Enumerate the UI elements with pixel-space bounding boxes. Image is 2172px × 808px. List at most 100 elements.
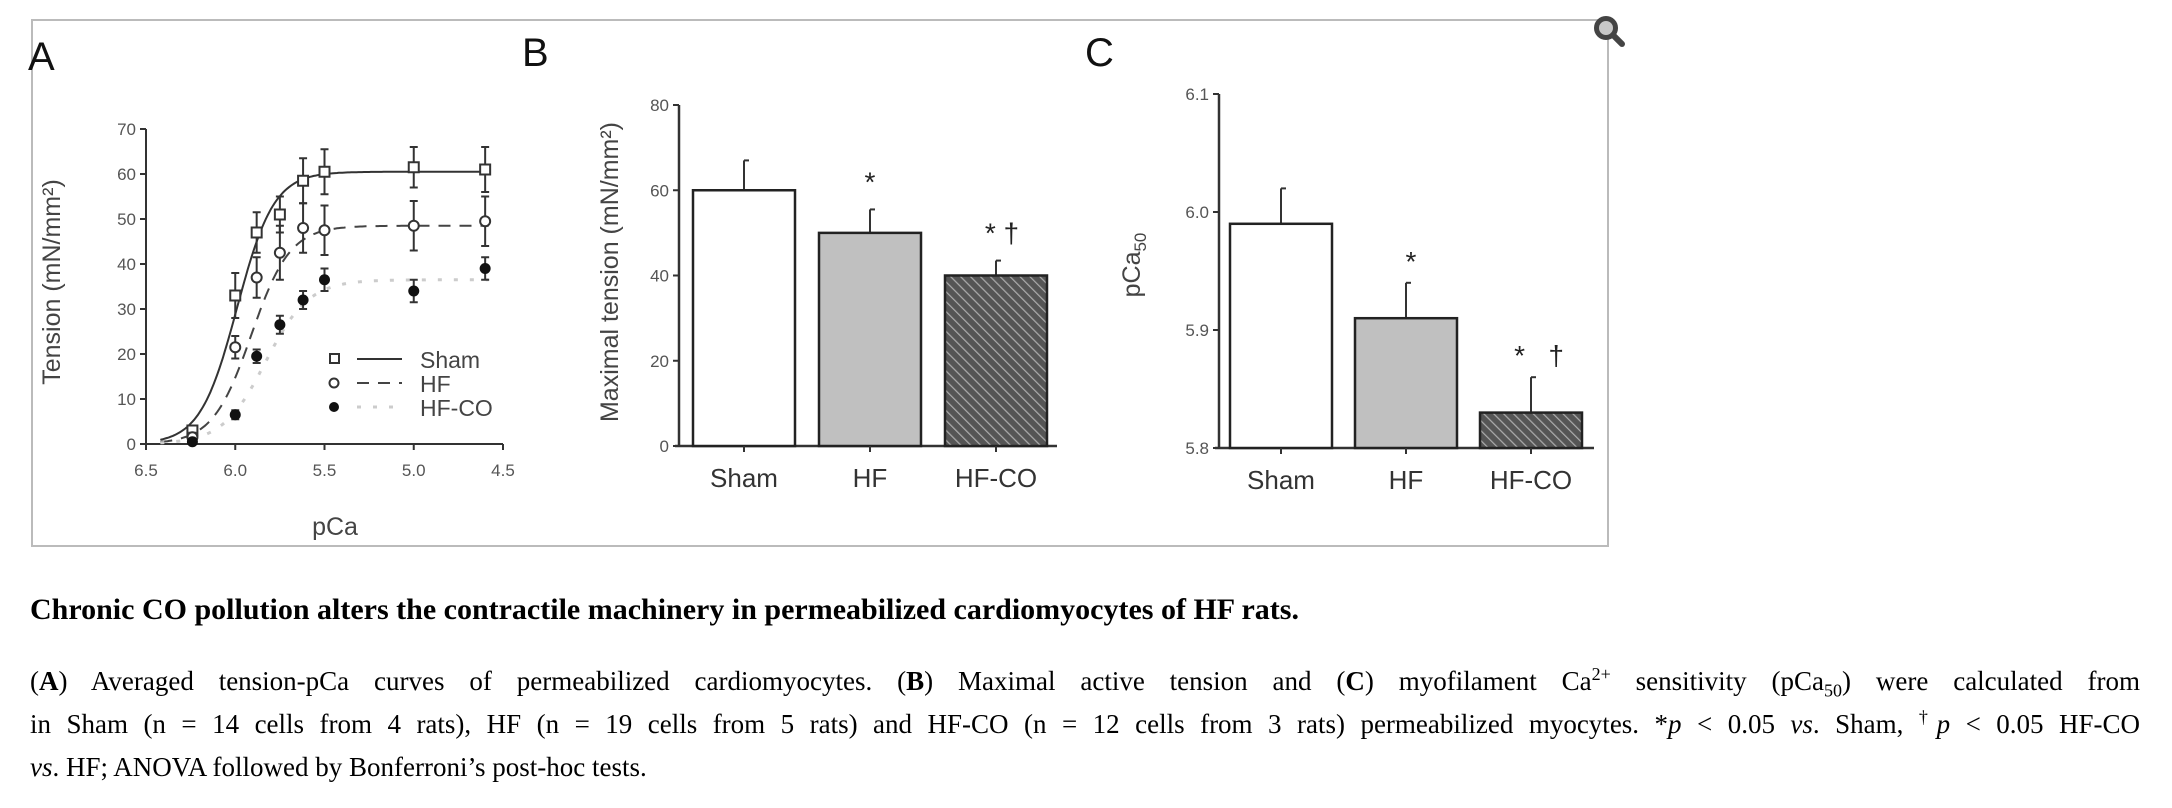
x-tick-label: 6.0 bbox=[223, 461, 247, 480]
y-axis-title-subscript: 50 bbox=[1131, 233, 1150, 252]
panel-label-c: C bbox=[1085, 31, 1114, 75]
legend-label: Sham bbox=[420, 347, 480, 373]
x-axis-title: pCa bbox=[312, 513, 358, 541]
data-point-hf bbox=[297, 222, 310, 234]
caption-title: Chronic CO pollution alters the contract… bbox=[30, 593, 1299, 626]
panel-c: C 5.8 5.9 6.0 6.1 Sham HF * HF-CO * † pCa50 bbox=[1085, 31, 1594, 495]
data-point-sham bbox=[229, 289, 242, 302]
significance-marker: * bbox=[865, 166, 876, 197]
y-tick-label: 30 bbox=[117, 300, 136, 319]
caption-text: ) were calculated from bbox=[1842, 666, 2140, 696]
caption-text: in Sham (n = 14 cells from 4 rats), HF (… bbox=[30, 709, 1669, 739]
caption-text: p bbox=[1936, 709, 1951, 739]
y-tick-label: 80 bbox=[650, 96, 669, 115]
data-point-sham bbox=[273, 208, 286, 221]
caption-text: ( bbox=[30, 666, 39, 696]
legend-label: HF-CO bbox=[420, 395, 493, 421]
data-point-hf bbox=[318, 224, 331, 237]
data-point-hf-co bbox=[186, 436, 198, 448]
y-axis-title: Tension (mN/mm²) bbox=[38, 179, 66, 385]
data-point-sham bbox=[250, 226, 263, 239]
panel-label-b: B bbox=[522, 31, 549, 75]
y-tick-label: 40 bbox=[650, 267, 669, 286]
data-point-sham bbox=[297, 174, 310, 187]
significance-marker: * † bbox=[1514, 340, 1564, 371]
caption-text: † bbox=[1918, 707, 1937, 727]
caption-text: ) Averaged tension-pCa curves of permeab… bbox=[58, 666, 907, 696]
legend-marker-hf-co bbox=[329, 402, 339, 412]
caption-text: p bbox=[1668, 709, 1682, 739]
caption-line: (A) Averaged tension-pCa curves of perme… bbox=[30, 660, 2140, 703]
caption-text: < 0.05 bbox=[1681, 709, 1791, 739]
caption-text: . Sham, bbox=[1812, 709, 1919, 739]
data-point-hf-co bbox=[229, 409, 241, 421]
y-tick-label: 0 bbox=[660, 437, 669, 456]
category-label: HF-CO bbox=[1490, 465, 1572, 495]
data-point-sham bbox=[407, 161, 420, 174]
caption-text: C bbox=[1345, 666, 1365, 696]
y-tick-label: 6.0 bbox=[1185, 203, 1209, 222]
category-label: HF bbox=[853, 463, 888, 493]
x-tick-label: 5.5 bbox=[313, 461, 337, 480]
figure: A 0 10 20 30 40 50 60 70 6.5 6.0 5.5 5.0 4.5 Tension (… bbox=[28, 19, 1609, 547]
magnifier-icon[interactable] bbox=[1592, 14, 1626, 48]
caption-text: vs bbox=[1790, 709, 1813, 739]
data-point-hf bbox=[407, 219, 420, 232]
data-point-hf bbox=[229, 341, 242, 354]
data-point-hf bbox=[479, 215, 492, 228]
caption-text: < 0.05 HF-CO bbox=[1950, 709, 2141, 739]
caption-text: vs bbox=[30, 752, 53, 782]
data-point-hf bbox=[250, 271, 263, 284]
panel-label-a: A bbox=[28, 35, 55, 79]
category-label: Sham bbox=[1247, 465, 1315, 495]
significance-marker: * bbox=[1406, 246, 1417, 277]
figure-caption: Chronic CO pollution alters the contract… bbox=[30, 590, 2140, 789]
bar-sham bbox=[691, 189, 797, 448]
y-tick-label: 20 bbox=[117, 345, 136, 364]
data-point-sham bbox=[479, 163, 492, 176]
bar-hf-co bbox=[943, 274, 1049, 448]
x-tick-label: 5.0 bbox=[402, 461, 426, 480]
legend-label: HF bbox=[420, 371, 451, 397]
caption-text: ) Maximal active tension and ( bbox=[924, 666, 1346, 696]
caption-text: B bbox=[906, 666, 925, 696]
y-tick-label: 6.1 bbox=[1185, 85, 1209, 104]
data-point-hf-co bbox=[274, 319, 286, 331]
significance-marker: * † bbox=[985, 218, 1019, 249]
data-point-hf-co bbox=[251, 350, 263, 362]
y-axis-title: Maximal tension (mN/mm²) bbox=[596, 122, 624, 422]
legend-marker-sham bbox=[329, 353, 340, 364]
data-point-hf bbox=[273, 246, 286, 259]
caption-text: . HF; ANOVA followed by Bonferroni’s pos… bbox=[52, 752, 647, 782]
caption-text: 50 bbox=[1824, 680, 1843, 701]
y-axis-title-text: pCa bbox=[1118, 251, 1146, 297]
category-label: Sham bbox=[710, 463, 778, 493]
caption-text: ) myofilament Ca bbox=[1364, 666, 1592, 696]
caption-text: sensitivity (pCa bbox=[1610, 666, 1825, 696]
x-tick-label: 4.5 bbox=[491, 461, 515, 480]
panel-a: A 0 10 20 30 40 50 60 70 6.5 6.0 5.5 5.0 4.5 Tension (… bbox=[28, 35, 515, 541]
y-tick-label: 60 bbox=[117, 165, 136, 184]
y-tick-label: 20 bbox=[650, 352, 669, 371]
caption-line: vs. HF; ANOVA followed by Bonferroni’s p… bbox=[30, 746, 2140, 789]
bar-sham bbox=[1228, 222, 1334, 450]
data-point-sham bbox=[318, 165, 331, 178]
data-point-hf-co bbox=[479, 263, 491, 274]
data-point-hf-co bbox=[408, 285, 420, 297]
y-tick-label: 50 bbox=[117, 210, 136, 229]
data-point-hf-co bbox=[297, 294, 309, 306]
y-tick-label: 70 bbox=[117, 120, 136, 139]
bar-hf bbox=[817, 231, 923, 448]
caption-body: (A) Averaged tension-pCa curves of perme… bbox=[30, 660, 2140, 789]
caption-text: 2+ bbox=[1591, 664, 1611, 684]
y-tick-label: 60 bbox=[650, 181, 669, 200]
bar-hf-co bbox=[1478, 411, 1584, 450]
x-tick-label: 6.5 bbox=[134, 461, 158, 480]
y-tick-label: 5.8 bbox=[1185, 439, 1209, 458]
y-axis-title-text: Maximal tension (mN/mm²) bbox=[596, 122, 624, 422]
legend-marker-hf bbox=[328, 377, 340, 389]
caption-line: in Sham (n = 14 cells from 4 rats), HF (… bbox=[30, 703, 2140, 746]
y-tick-label: 40 bbox=[117, 255, 136, 274]
y-tick-label: 0 bbox=[127, 435, 136, 454]
y-tick-label: 10 bbox=[117, 390, 136, 409]
